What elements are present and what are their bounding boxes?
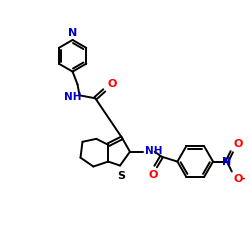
- Text: N: N: [222, 156, 232, 166]
- Text: O: O: [107, 80, 117, 90]
- Text: NH: NH: [64, 92, 81, 102]
- Text: O: O: [148, 170, 158, 179]
- Text: N: N: [68, 28, 77, 38]
- Text: S: S: [117, 172, 125, 181]
- Text: O: O: [234, 174, 243, 184]
- Text: -: -: [241, 174, 245, 184]
- Text: NH: NH: [145, 146, 162, 156]
- Text: O: O: [234, 139, 243, 149]
